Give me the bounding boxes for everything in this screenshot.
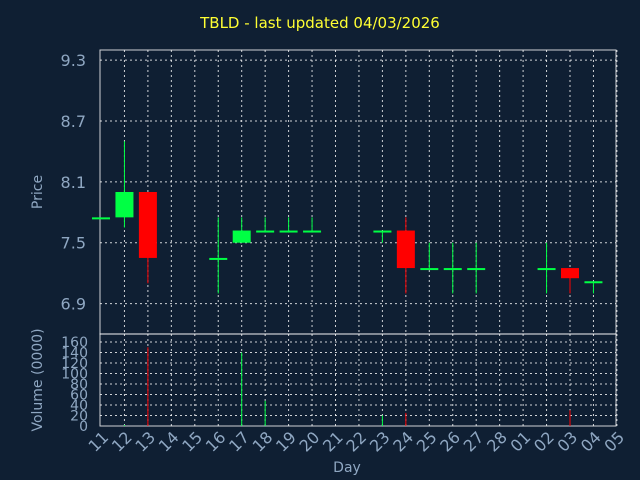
- candle-body: [584, 281, 603, 284]
- volume-tick-label: 60: [70, 388, 88, 404]
- chart-title: TBLD - last updated 04/03/2026: [200, 14, 440, 32]
- candle-body: [115, 192, 134, 218]
- volume-tick-label: 80: [70, 377, 88, 393]
- candle-body: [256, 230, 275, 233]
- price-axis-label: Price: [30, 175, 46, 209]
- volume-tick-label: 120: [61, 356, 88, 372]
- volume-tick-label: 0: [79, 419, 88, 435]
- candle-body: [373, 230, 392, 233]
- price-tick-label: 8.7: [61, 112, 86, 131]
- volume-panel-frame: [99, 333, 617, 427]
- candle-body: [396, 230, 415, 269]
- price-tick-label: 7.5: [61, 234, 86, 253]
- candle-body: [443, 268, 462, 271]
- volume-tick-label: 160: [61, 335, 88, 351]
- candle-body: [138, 192, 157, 258]
- volume-tick-label: 20: [70, 409, 88, 425]
- candle-body: [303, 230, 322, 233]
- candle-body: [561, 268, 579, 279]
- volume-tick-label: 100: [61, 367, 88, 383]
- price-tick-label: 9.3: [61, 51, 86, 70]
- candle-body: [279, 230, 298, 233]
- x-axis-label: Day: [333, 460, 361, 476]
- volume-axis-label: Volume (0000): [30, 328, 46, 431]
- price-tick-label: 6.9: [61, 295, 86, 314]
- candle-body: [537, 268, 556, 271]
- candle-body: [209, 257, 228, 260]
- x-tick-label: 05: [600, 428, 628, 456]
- price-panel-frame: [99, 49, 617, 335]
- volume-tick-label: 40: [70, 398, 88, 414]
- candle-body: [232, 230, 251, 243]
- volume-tick-label: 140: [61, 346, 88, 362]
- candle-body: [92, 217, 110, 220]
- candle-body: [420, 268, 439, 271]
- candle-body: [467, 268, 486, 271]
- price-tick-label: 8.1: [61, 173, 86, 192]
